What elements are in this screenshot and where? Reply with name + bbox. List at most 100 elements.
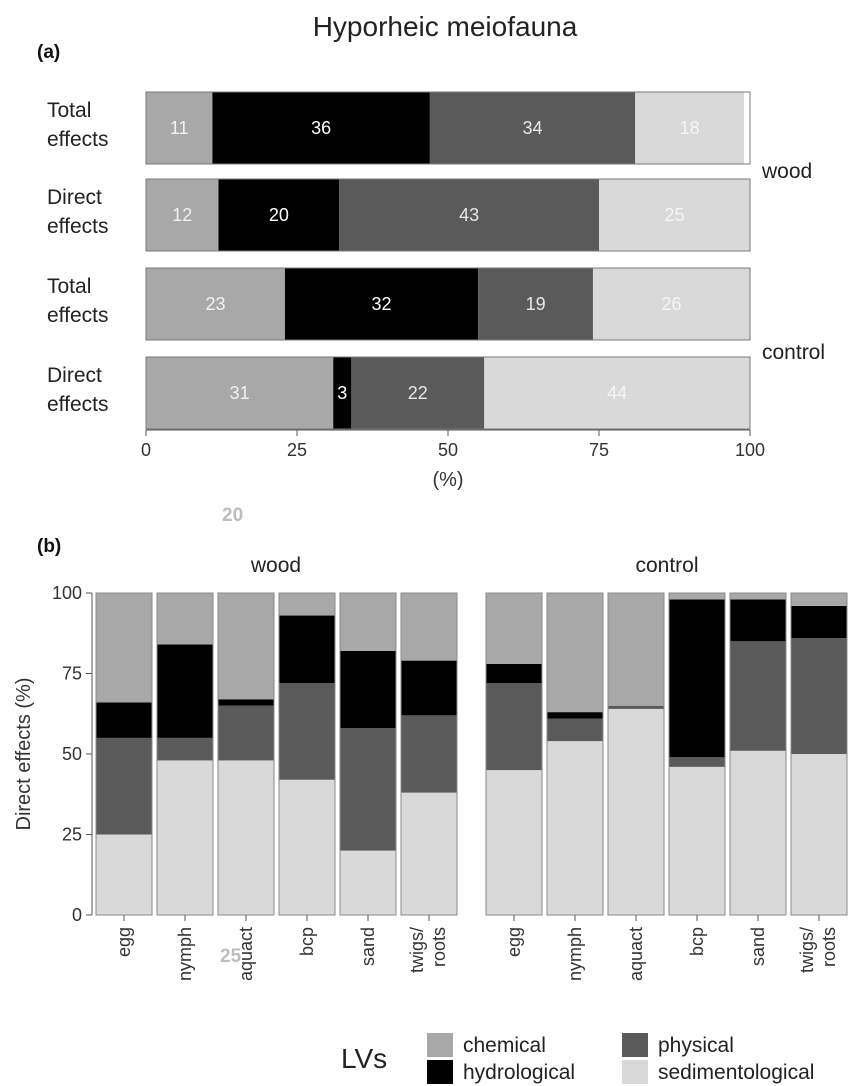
bar-wood-bcp-physical xyxy=(279,683,335,780)
legend-label-chemical: chemical xyxy=(463,1034,546,1057)
bar-wood-nymph-hydrological xyxy=(157,644,213,738)
legend-swatch-hydrological xyxy=(427,1060,453,1084)
bar-wood-nymph-chemical xyxy=(157,593,213,645)
bar-control-total-sedimentological xyxy=(592,268,750,340)
y-tick-label-50: 50 xyxy=(62,744,82,764)
legend-label-physical: physical xyxy=(658,1034,734,1057)
bar-wood-direct-physical xyxy=(339,179,599,251)
bar-control-bcp-physical xyxy=(669,757,725,767)
bar-wood-sand-hydrological xyxy=(340,650,396,729)
bar-wood-total-chemical xyxy=(146,92,213,164)
x-tick-label-control-nymph: nymph xyxy=(565,927,585,981)
row-label-line2: effects xyxy=(47,393,108,416)
bar-wood-twigsroots-physical xyxy=(401,715,457,793)
x-tick-label-wood-nymph: nymph xyxy=(175,927,195,981)
bar-wood-twigsroots-hydrological xyxy=(401,660,457,716)
x-tick-label-control-egg: egg xyxy=(504,927,524,957)
x-tick-label-0: 0 xyxy=(141,440,151,460)
bar-value-label-chemical: 12 xyxy=(172,205,192,225)
bar-control-sand-sedimentological xyxy=(730,750,786,915)
bar-wood-twigsroots-chemical xyxy=(401,593,457,661)
bar-wood-direct-sedimentological xyxy=(599,179,750,251)
bar-wood-direct-hydrological xyxy=(218,179,340,251)
bar-wood-egg-chemical xyxy=(96,593,152,703)
bar-value-label-hydrological: 20 xyxy=(269,205,289,225)
bar-control-sand-chemical xyxy=(730,593,786,600)
row-label-wood-1: Direct effects xyxy=(47,186,108,238)
x-tick-label-50: 50 xyxy=(438,440,458,460)
x-tick-label-wood-twigsroots: twigs/roots xyxy=(407,927,449,973)
y-tick-label-100: 100 xyxy=(52,583,82,603)
bar-wood-egg-hydrological xyxy=(96,702,152,738)
legend-title: LVs xyxy=(341,1043,387,1074)
panel-b-vertical-stacked-bars: 0 25 50 75 100 Direct effects (%) wood egg nymph… xyxy=(13,554,848,981)
bar-wood-sand-sedimentological xyxy=(340,850,396,915)
x-tick-label-control-bcp: bcp xyxy=(687,927,707,956)
bar-control-twigsroots-sedimentological xyxy=(791,754,847,915)
row-label-line1: Direct xyxy=(47,364,102,387)
legend-item-sedimentological: sedimentological xyxy=(622,1060,814,1084)
bar-control-bcp-chemical xyxy=(669,593,725,600)
bar-control-sand-physical xyxy=(730,641,786,751)
bar-control-nymph-physical xyxy=(547,718,603,742)
facet-label-wood: wood xyxy=(250,554,301,577)
row-outline xyxy=(145,91,751,165)
bar-control-egg-chemical xyxy=(486,593,542,664)
stray-label-25: 25 xyxy=(220,946,242,967)
legend-swatch-physical xyxy=(622,1033,648,1057)
stray-label-20: 20 xyxy=(222,505,243,526)
tick-line1: twigs/ xyxy=(407,927,427,973)
bar-wood-aquact-physical xyxy=(218,705,274,761)
bar-wood-aquact-chemical xyxy=(218,593,274,700)
bar-control-egg-sedimentological xyxy=(486,770,542,915)
legend-label-sedimentological: sedimentological xyxy=(658,1061,814,1084)
tick-line2: roots xyxy=(819,927,839,967)
group-label-control: control xyxy=(762,341,825,364)
bar-wood-bcp-chemical xyxy=(279,593,335,616)
bar-control-nymph-hydrological xyxy=(547,712,603,719)
bar-value-label-physical: 19 xyxy=(526,294,546,314)
bar-control-aquact-physical xyxy=(608,705,664,709)
facet-label-control: control xyxy=(635,554,698,577)
bar-control-twigsroots-physical xyxy=(791,638,847,754)
legend-swatch-chemical xyxy=(427,1033,453,1057)
x-tick-label-wood-egg: egg xyxy=(114,927,134,957)
bar-control-direct-chemical xyxy=(146,357,334,429)
legend-swatch-sedimentological xyxy=(622,1060,648,1084)
legend: LVs chemical hydrological physical sedimento… xyxy=(341,1033,814,1084)
bar-wood-sand-chemical xyxy=(340,593,396,651)
x-tick-label-75: 75 xyxy=(589,440,609,460)
figure-title: Hyporheic meiofauna xyxy=(313,11,578,42)
legend-item-physical: physical xyxy=(622,1033,734,1057)
bar-wood-egg-physical xyxy=(96,737,152,835)
bar-control-total-physical xyxy=(478,268,593,340)
bar-wood-twigsroots-sedimentological xyxy=(401,792,457,915)
bar-control-total-chemical xyxy=(146,268,285,340)
bar-wood-nymph-sedimentological xyxy=(157,760,213,915)
bar-wood-total-hydrological xyxy=(212,92,430,164)
bar-value-label-sedimentological: 44 xyxy=(607,383,627,403)
row-label-line1: Total xyxy=(47,99,91,122)
bar-wood-bcp-hydrological xyxy=(279,615,335,684)
bar-control-nymph-chemical xyxy=(547,593,603,713)
bar-wood-sand-physical xyxy=(340,728,396,851)
group-label-wood: wood xyxy=(761,160,812,183)
bar-value-label-hydrological: 32 xyxy=(372,294,392,314)
bar-value-label-sedimentological: 26 xyxy=(661,294,681,314)
legend-item-chemical: chemical xyxy=(427,1033,546,1057)
bar-wood-nymph-physical xyxy=(157,737,213,761)
legend-label-hydrological: hydrological xyxy=(463,1061,575,1084)
bar-value-label-chemical: 23 xyxy=(205,294,225,314)
bar-wood-direct-chemical xyxy=(146,179,219,251)
y-tick-label-75: 75 xyxy=(62,664,82,684)
bar-value-label-hydrological: 3 xyxy=(337,383,347,403)
x-tick-label-control-sand: sand xyxy=(748,927,768,966)
bar-control-total-hydrological xyxy=(284,268,479,340)
bar-control-nymph-sedimentological xyxy=(547,741,603,915)
tick-line1: twigs/ xyxy=(797,927,817,973)
row-label-line1: Direct xyxy=(47,186,102,209)
bar-control-twigsroots-hydrological xyxy=(791,605,847,639)
bar-value-label-hydrological: 36 xyxy=(311,118,331,138)
y-axis-title: Direct effects (%) xyxy=(13,678,35,831)
bar-wood-aquact-sedimentological xyxy=(218,760,274,915)
